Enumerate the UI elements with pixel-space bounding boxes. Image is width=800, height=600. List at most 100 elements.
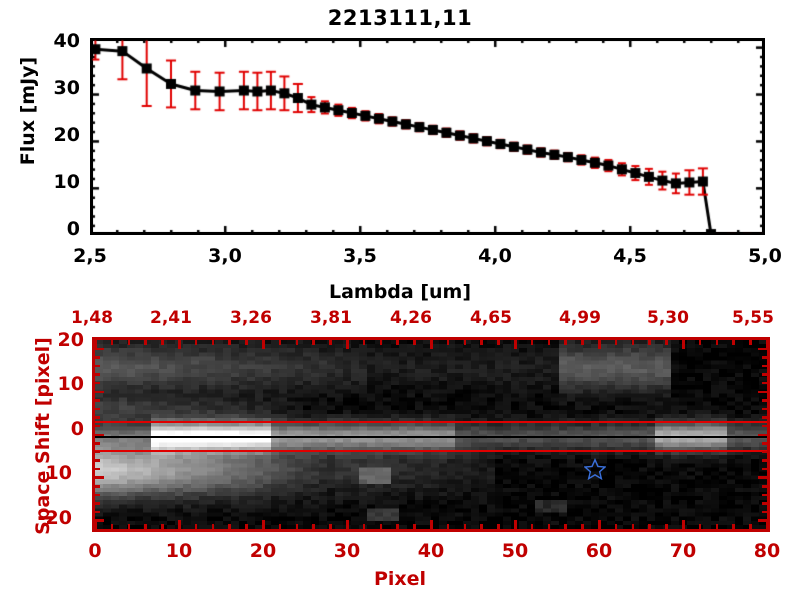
star-marker bbox=[584, 458, 606, 480]
shift-tick-right bbox=[758, 519, 767, 522]
toplambda-8: 5,30 bbox=[647, 308, 689, 328]
shift-tick-right bbox=[762, 416, 767, 419]
pixel-tick-top bbox=[766, 340, 769, 349]
pixel-xtick-20: 20 bbox=[249, 540, 277, 562]
shift-ytick-20: 20 bbox=[57, 329, 84, 351]
pixel-tick-bottom bbox=[396, 524, 399, 529]
shift-tick-right bbox=[762, 373, 767, 376]
shift-tick-left bbox=[95, 364, 100, 368]
pixel-tick-top bbox=[329, 340, 332, 345]
toplambda-9: 5,55 bbox=[732, 308, 774, 328]
pixel-tick-bottom bbox=[379, 524, 383, 529]
trace-center-line bbox=[95, 436, 767, 438]
flux-ytick-40: 40 bbox=[53, 30, 80, 52]
pixel-tick-top bbox=[110, 340, 114, 345]
shift-tick-left bbox=[95, 459, 100, 462]
pixel-tick-bottom bbox=[682, 520, 685, 529]
pixel-tick-bottom bbox=[295, 524, 299, 529]
pixel-tick-top bbox=[547, 340, 551, 345]
pixel-tick-bottom bbox=[715, 524, 719, 529]
pixel-tick-bottom bbox=[329, 524, 332, 529]
shift-tick-left bbox=[95, 347, 104, 351]
toplambda-5: 4,26 bbox=[390, 308, 432, 328]
pixel-tick-bottom bbox=[228, 524, 231, 529]
pixel-tick-top bbox=[514, 340, 517, 349]
shift-tick-left bbox=[95, 407, 100, 411]
pixel-tick-bottom bbox=[749, 524, 752, 529]
pixel-tick-top bbox=[631, 340, 635, 345]
pixel-tick-bottom bbox=[245, 524, 248, 529]
toplambda-4: 3,81 bbox=[310, 308, 352, 328]
pixel-tick-bottom bbox=[362, 524, 366, 529]
shift-tick-right bbox=[762, 407, 767, 411]
pixel-tick-top bbox=[262, 340, 265, 349]
shift-ytick-m10: -10 bbox=[37, 462, 72, 484]
shift-ytick-10: 10 bbox=[57, 373, 84, 395]
pixel-xtick-10: 10 bbox=[165, 540, 193, 562]
shift-tick-right bbox=[762, 381, 767, 385]
pixel-tick-bottom bbox=[94, 520, 97, 529]
shift-tick-right bbox=[762, 510, 767, 514]
flux-ytick-30: 30 bbox=[53, 77, 80, 99]
shift-tick-left bbox=[95, 356, 100, 359]
pixel-xtick-40: 40 bbox=[417, 540, 445, 562]
toplambda-6: 4,65 bbox=[470, 308, 512, 328]
pixel-tick-top bbox=[581, 340, 584, 345]
flux-axis-label: Flux [mJy] bbox=[17, 56, 39, 166]
flux-ytick-0: 0 bbox=[66, 218, 80, 240]
shift-ytick-m20: -20 bbox=[37, 507, 72, 529]
shift-tick-left bbox=[95, 424, 100, 428]
toplambda-3: 3,26 bbox=[230, 308, 272, 328]
pixel-tick-bottom bbox=[665, 524, 668, 529]
pixel-tick-top bbox=[682, 340, 685, 349]
pixel-tick-top bbox=[749, 340, 752, 345]
shift-tick-right bbox=[762, 364, 767, 368]
shift-tick-left bbox=[95, 476, 104, 479]
pixel-tick-bottom bbox=[698, 524, 702, 529]
pixel-tick-top bbox=[278, 340, 282, 345]
pixel-tick-top bbox=[194, 340, 198, 345]
extraction-line-upper bbox=[95, 421, 767, 423]
shift-tick-right bbox=[758, 476, 767, 479]
lambda-xtick-4-5: 4,5 bbox=[613, 245, 647, 267]
shift-tick-left bbox=[95, 502, 100, 505]
pixel-tick-bottom bbox=[161, 524, 164, 529]
pixel-tick-top bbox=[413, 340, 416, 345]
pixel-tick-bottom bbox=[346, 520, 349, 529]
pixel-tick-bottom bbox=[430, 520, 433, 529]
pixel-xtick-0: 0 bbox=[88, 540, 102, 562]
pixel-tick-bottom bbox=[312, 524, 315, 529]
pixel-tick-bottom bbox=[514, 520, 517, 529]
pixel-axis-label: Pixel bbox=[373, 568, 427, 590]
pixel-tick-top bbox=[94, 340, 97, 349]
pixel-tick-top bbox=[564, 340, 567, 345]
pixel-tick-bottom bbox=[211, 524, 215, 529]
spatial-image bbox=[95, 340, 767, 529]
flux-ytick-20: 20 bbox=[53, 124, 80, 146]
shift-tick-right bbox=[758, 347, 767, 351]
shift-tick-left bbox=[95, 519, 104, 522]
extraction-line-lower bbox=[95, 450, 767, 452]
pixel-tick-bottom bbox=[194, 524, 198, 529]
lambda-xtick-4-0: 4,0 bbox=[478, 245, 512, 267]
pixel-xtick-80: 80 bbox=[753, 540, 781, 562]
pixel-tick-bottom bbox=[110, 524, 114, 529]
pixel-tick-bottom bbox=[262, 520, 265, 529]
shift-tick-left bbox=[95, 390, 104, 394]
pixel-xtick-30: 30 bbox=[333, 540, 361, 562]
lambda-xtick-3-5: 3,5 bbox=[343, 245, 377, 267]
shift-tick-left bbox=[95, 433, 104, 436]
pixel-tick-bottom bbox=[631, 524, 635, 529]
pixel-tick-bottom bbox=[732, 524, 735, 529]
pixel-tick-bottom bbox=[497, 524, 500, 529]
pixel-tick-top bbox=[715, 340, 719, 345]
shift-tick-left bbox=[95, 467, 100, 471]
shift-tick-right bbox=[762, 399, 767, 402]
pixel-tick-top bbox=[127, 340, 131, 345]
flux-spectrum-canvas bbox=[90, 38, 765, 235]
pixel-tick-bottom bbox=[178, 520, 181, 529]
pixel-tick-top bbox=[598, 340, 601, 349]
shift-tick-left bbox=[95, 381, 100, 385]
pixel-tick-bottom bbox=[564, 524, 567, 529]
lambda-xtick-2-5: 2,5 bbox=[73, 245, 107, 267]
